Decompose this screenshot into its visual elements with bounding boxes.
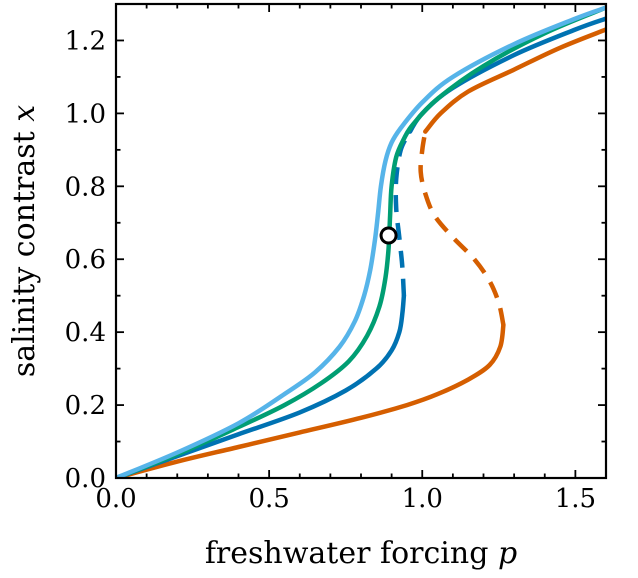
y-tick-label: 0.2 bbox=[65, 391, 106, 421]
plot-area bbox=[116, 5, 606, 478]
series-orange-unstable-line bbox=[418, 131, 506, 326]
y-tick-label: 0.4 bbox=[65, 318, 106, 348]
y-tick-label: 0.8 bbox=[65, 172, 106, 202]
series-orange-stable-upper-line bbox=[423, 27, 606, 134]
x-tick-label: 0.5 bbox=[248, 484, 289, 514]
y-axis-label: salinity contrast x bbox=[7, 105, 42, 377]
x-tick-labels: 0.0 0.5 1.0 1.5 bbox=[95, 484, 596, 514]
series-light-blue-stable-line bbox=[116, 5, 606, 478]
plot-frame bbox=[114, 2, 608, 480]
marker-point bbox=[379, 226, 398, 245]
x-tick-label: 1.5 bbox=[555, 484, 596, 514]
series-green-stable-line bbox=[116, 5, 606, 478]
y-tick-label: 1.0 bbox=[65, 99, 106, 129]
y-tick-label: 0.6 bbox=[65, 245, 106, 275]
x-axis-label: freshwater forcing p bbox=[205, 536, 517, 571]
y-tick-labels: 0.0 0.2 0.4 0.6 0.8 1.0 1.2 bbox=[65, 26, 106, 494]
y-tick-label: 1.2 bbox=[65, 26, 106, 56]
y-tick-label: 0.0 bbox=[65, 464, 106, 494]
x-tick-label: 0.0 bbox=[95, 484, 136, 514]
series-dark-blue-stable-lower-line bbox=[116, 293, 407, 478]
axis-ticks bbox=[115, 3, 607, 479]
x-tick-label: 1.0 bbox=[402, 484, 443, 514]
series-orange-stable-lower-line bbox=[116, 322, 506, 478]
